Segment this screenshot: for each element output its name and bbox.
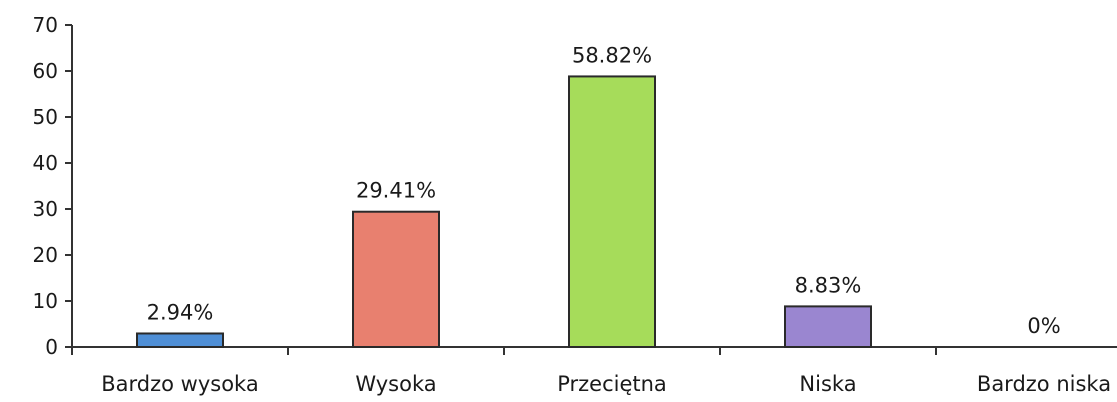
axes: 0 10 20 30 40 50 60 70 Bardzo wysoka Wysoka Przeci…: [33, 13, 1117, 396]
y-tick-label: 40: [33, 151, 58, 175]
y-tick-label: 30: [33, 197, 58, 221]
data-label: 29.41%: [356, 179, 436, 203]
y-tick-label: 20: [33, 243, 58, 267]
y-tick-label: 0: [45, 335, 58, 359]
bar-wysoka: [352, 210, 440, 348]
bar-niska: [784, 305, 872, 348]
data-label: 8.83%: [795, 273, 862, 297]
x-tick-label: Przeciętna: [557, 372, 667, 396]
y-tick-label: 70: [33, 13, 58, 37]
data-label: 2.94%: [147, 300, 214, 324]
data-label: 0%: [1027, 314, 1060, 338]
bars: [136, 75, 872, 349]
x-tick-label: Niska: [799, 372, 856, 396]
y-tick-label: 60: [33, 59, 58, 83]
data-labels: 2.94% 29.41% 58.82% 8.83% 0%: [147, 43, 1061, 338]
x-tick-label: Wysoka: [355, 372, 436, 396]
y-tick-label: 10: [33, 289, 58, 313]
y-tick-label: 50: [33, 105, 58, 129]
data-label: 58.82%: [572, 43, 652, 67]
bar-bardzo-wysoka: [136, 332, 224, 349]
x-tick-label: Bardzo niska: [977, 372, 1111, 396]
x-tick-label: Bardzo wysoka: [101, 372, 258, 396]
bar-przeci-tna: [568, 75, 656, 348]
